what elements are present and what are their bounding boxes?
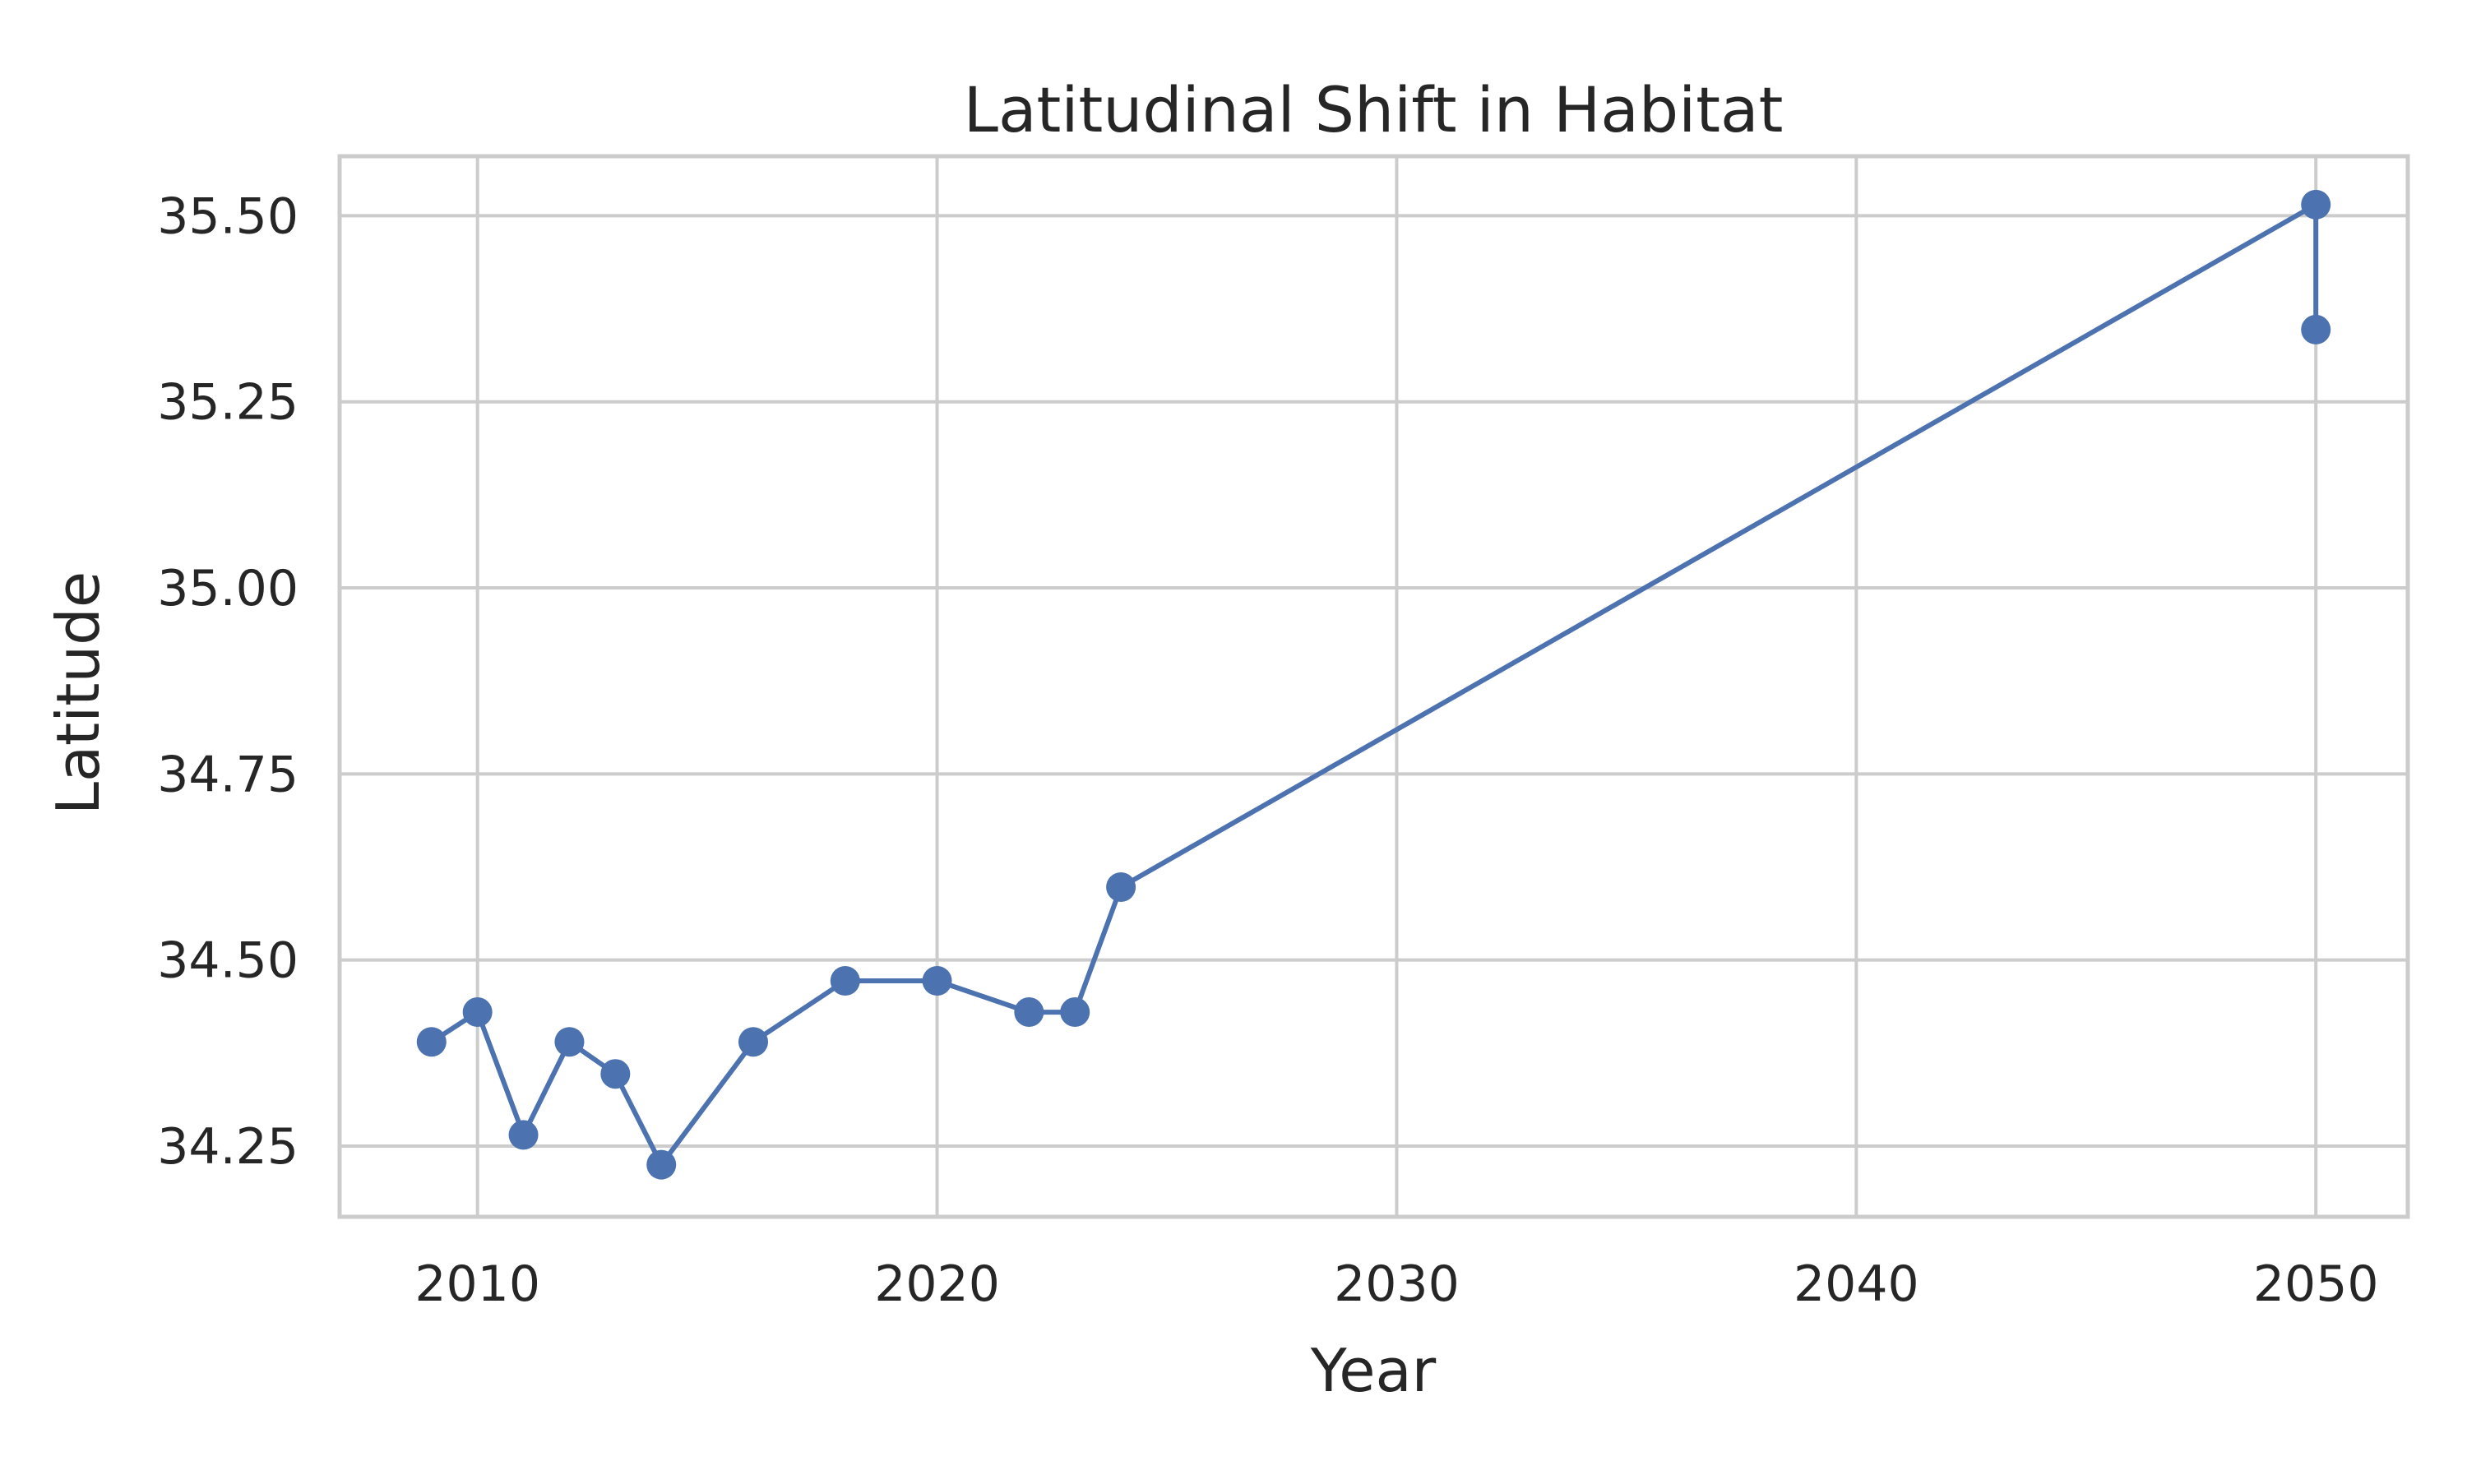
- chart-title: Latitudinal Shift in Habitat: [964, 73, 1784, 146]
- x-tick-label: 2030: [1334, 1255, 1460, 1313]
- data-point: [830, 966, 860, 996]
- x-tick-label: 2020: [874, 1255, 1000, 1313]
- data-point: [600, 1059, 631, 1089]
- data-point: [646, 1149, 677, 1180]
- y-tick-label: 35.50: [157, 187, 299, 245]
- grid-lines: [340, 156, 2408, 1217]
- y-tick-label: 34.75: [157, 746, 299, 803]
- data-point: [922, 966, 952, 996]
- y-tick-label: 34.25: [157, 1118, 299, 1176]
- x-axis-label: Year: [1310, 1336, 1437, 1405]
- x-tick-label: 2010: [414, 1255, 540, 1313]
- data-point: [508, 1120, 539, 1150]
- data-point: [1060, 997, 1090, 1028]
- plot-frame: [337, 154, 2410, 1219]
- y-tick-label: 34.50: [157, 932, 299, 990]
- x-axis-ticks: 2010 2020 2030 2040 2050: [414, 1255, 2378, 1313]
- y-tick-label: 35.25: [157, 374, 299, 432]
- data-point: [2301, 189, 2331, 220]
- data-point: [462, 997, 493, 1028]
- data-point: [2301, 314, 2331, 344]
- x-tick-label: 2050: [2253, 1255, 2379, 1313]
- data-point: [416, 1027, 447, 1057]
- data-point: [554, 1027, 585, 1057]
- series-layer: [416, 189, 2331, 1180]
- y-axis-label: Latitude: [44, 571, 113, 815]
- y-axis-ticks: 34.25 34.50 34.75 35.00 35.25 35.50: [157, 187, 299, 1176]
- y-tick-label: 35.00: [157, 560, 299, 617]
- data-point: [738, 1027, 768, 1057]
- data-point: [1014, 997, 1044, 1028]
- data-point: [1106, 871, 1136, 902]
- x-tick-label: 2040: [1794, 1255, 1919, 1313]
- series-line: [430, 201, 2319, 1167]
